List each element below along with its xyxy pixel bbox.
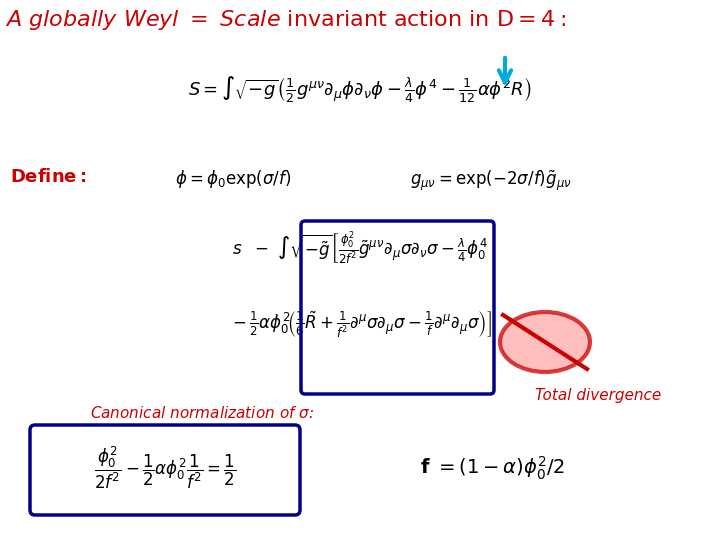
Text: $\mathbf{Define:}$: $\mathbf{Define:}$ [10,168,87,186]
Text: $g_{\mu\nu} = \exp(-2\sigma/f)\tilde{g}_{\mu\nu}$: $g_{\mu\nu} = \exp(-2\sigma/f)\tilde{g}_… [410,168,572,192]
Text: $A\ \mathit{globally}\ \mathit{Weyl}\ =\ \mathit{Scale}\ \rm{invariant\ action\ : $A\ \mathit{globally}\ \mathit{Weyl}\ =\… [5,8,566,32]
Ellipse shape [500,312,590,372]
Text: $\dfrac{\phi_0^2}{2f^2} - \dfrac{1}{2}\alpha\phi_0^2\dfrac{1}{f^2} = \dfrac{1}{2: $\dfrac{\phi_0^2}{2f^2} - \dfrac{1}{2}\a… [94,445,236,491]
Text: $\left.-\frac{1}{2}\alpha\phi_0^2\!\left(\frac{1}{6}\tilde{R}+\frac{1}{f^2}\part: $\left.-\frac{1}{2}\alpha\phi_0^2\!\left… [229,310,491,340]
Text: Canonical normalization of $\sigma$:: Canonical normalization of $\sigma$: [90,405,314,421]
Text: $s\ \ -\ \int\sqrt{-\tilde{g}}\left[\frac{\phi_0^2}{2f^2}\tilde{g}^{\mu\nu}\part: $s\ \ -\ \int\sqrt{-\tilde{g}}\left[\fra… [232,230,488,267]
Text: Total divergence: Total divergence [535,388,661,403]
Text: $S = \int \sqrt{-g}\left(\frac{1}{2}g^{\mu\nu}\partial_{\mu}\phi\partial_{\nu}\p: $S = \int \sqrt{-g}\left(\frac{1}{2}g^{\… [188,75,532,105]
Text: $\phi = \phi_0\exp(\sigma/f)$: $\phi = \phi_0\exp(\sigma/f)$ [175,168,292,190]
Text: $\mathbf{f}\ = (1-\alpha)\phi_0^2/2$: $\mathbf{f}\ = (1-\alpha)\phi_0^2/2$ [420,455,565,482]
